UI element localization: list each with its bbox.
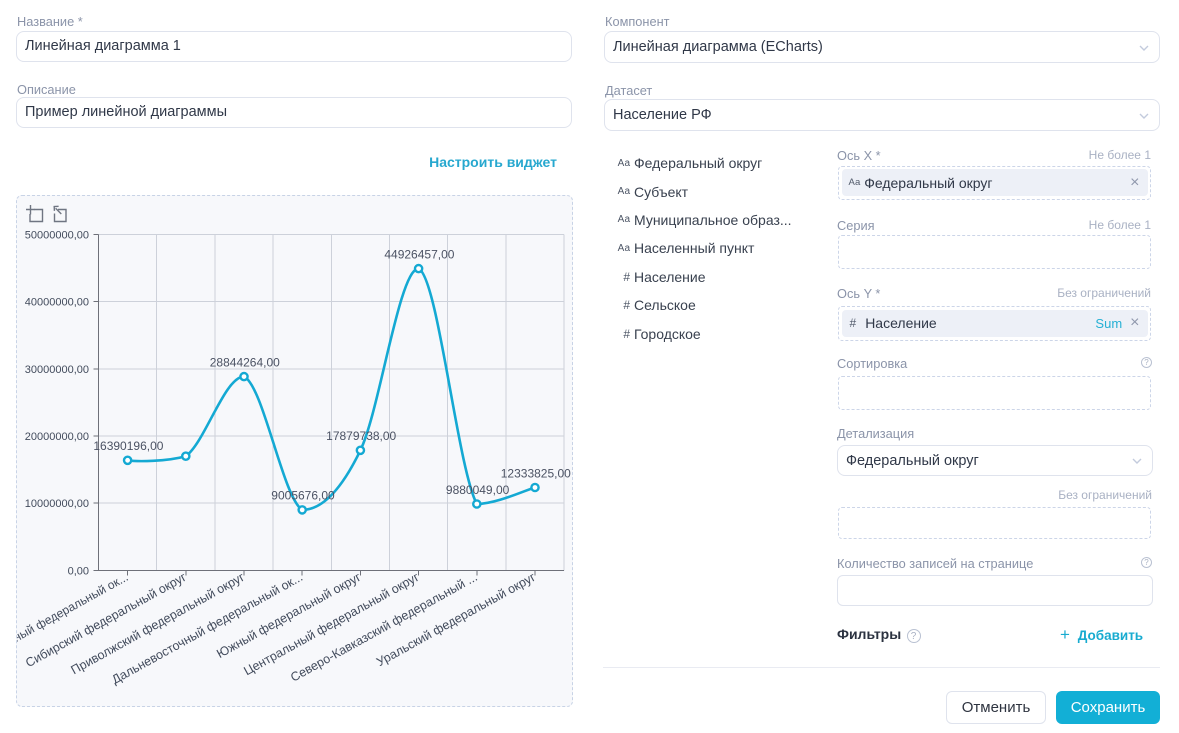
svg-text:50000000,00: 50000000,00 xyxy=(25,230,89,242)
svg-text:16390196,00: 16390196,00 xyxy=(93,439,163,453)
svg-text:9880049,00: 9880049,00 xyxy=(446,483,510,497)
svg-text:10000000,00: 10000000,00 xyxy=(25,498,89,510)
svg-text:20000000,00: 20000000,00 xyxy=(25,431,89,443)
svg-text:9005676,00: 9005676,00 xyxy=(271,489,335,503)
svg-text:44926457,00: 44926457,00 xyxy=(384,247,454,261)
svg-text:12333825,00: 12333825,00 xyxy=(501,466,571,480)
svg-text:0,00: 0,00 xyxy=(68,565,89,577)
svg-text:30000000,00: 30000000,00 xyxy=(25,364,89,376)
svg-text:17879738,00: 17879738,00 xyxy=(326,429,396,443)
svg-text:28844264,00: 28844264,00 xyxy=(210,355,280,369)
svg-text:40000000,00: 40000000,00 xyxy=(25,297,89,309)
